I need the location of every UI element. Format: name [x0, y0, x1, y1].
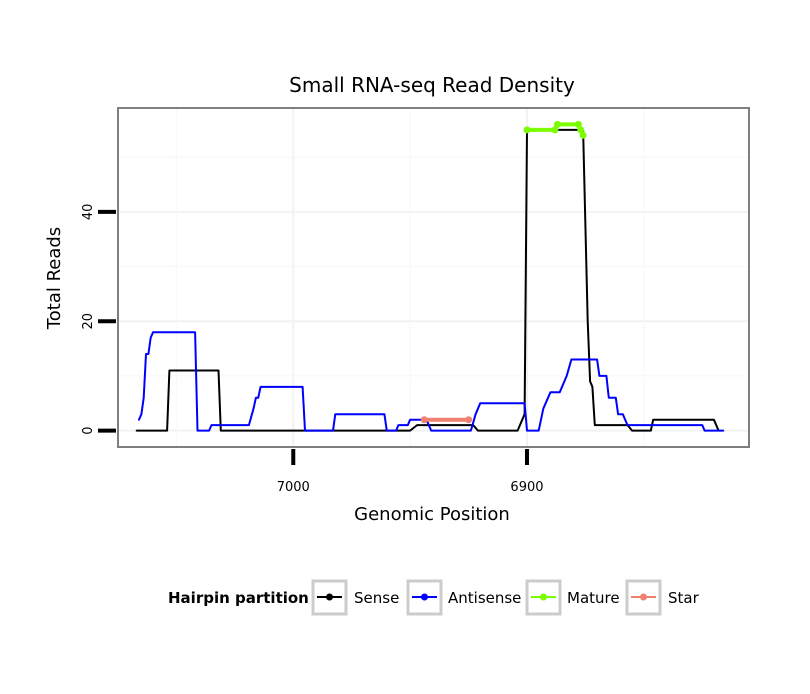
- legend-title: Hairpin partition: [168, 589, 309, 607]
- series-point-mature-3: [574, 120, 582, 128]
- legend-label-antisense: Antisense: [448, 589, 521, 607]
- chart-title: Small RNA-seq Read Density: [289, 73, 575, 97]
- legend-key-point-mature: [540, 593, 547, 601]
- series-line-antisense: [138, 331, 725, 432]
- x-tick-label-7000: 7000: [277, 480, 310, 495]
- axis-layer: 7000 6900 0 20 40: [81, 204, 544, 495]
- legend-label-star: Star: [668, 589, 700, 607]
- y-tick-label-40: 40: [81, 204, 96, 221]
- legend-key-point-antisense: [421, 593, 428, 601]
- legend-label-sense: Sense: [354, 589, 399, 607]
- series-point-star-1: [465, 416, 473, 424]
- x-tick-label-6900: 6900: [510, 480, 543, 495]
- y-axis-label: Total Reads: [44, 227, 65, 330]
- legend-item-antisense: Antisense: [406, 579, 521, 616]
- series-point-star-0: [420, 416, 428, 424]
- series-point-mature-1: [551, 126, 559, 134]
- series-point-mature-5: [579, 131, 587, 139]
- legend-label-mature: Mature: [567, 589, 620, 607]
- legend: Hairpin partition Sense Antisense Mature: [168, 579, 700, 616]
- legend-item-mature: Mature: [525, 579, 620, 616]
- x-axis-label: Genomic Position: [354, 504, 510, 525]
- legend-key-point-sense: [326, 593, 333, 601]
- series-point-mature-0: [523, 126, 531, 134]
- series-point-mature-2: [553, 120, 561, 128]
- legend-key-point-star: [640, 593, 647, 601]
- plot-border: [117, 107, 750, 448]
- y-tick-label-20: 20: [81, 313, 96, 330]
- legend-item-sense: Sense: [311, 579, 399, 616]
- y-tick-label-0: 0: [81, 426, 96, 434]
- legend-item-star: Star: [625, 579, 700, 616]
- series-layer: [135, 120, 725, 432]
- series-point-mature-4: [577, 126, 585, 134]
